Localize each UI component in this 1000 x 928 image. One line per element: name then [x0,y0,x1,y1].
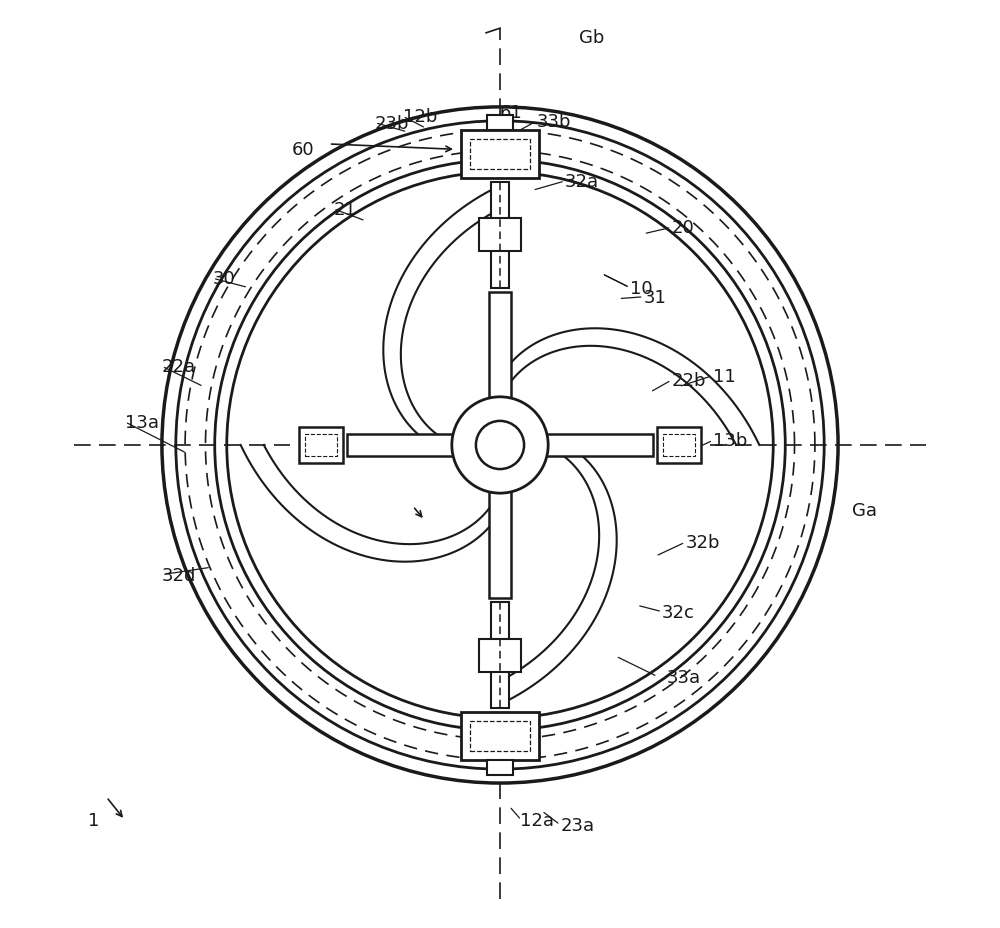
Text: 33b: 33b [537,112,572,131]
Bar [461,131,539,179]
Text: 22a: 22a [162,358,196,376]
Bar [491,602,509,708]
Text: 23a: 23a [560,816,594,834]
Text: 20: 20 [671,219,694,237]
Bar [479,219,521,251]
Bar [305,434,337,457]
Text: 11: 11 [713,367,736,385]
Circle shape [476,421,524,470]
Bar [470,721,530,751]
Text: 23b: 23b [375,114,409,133]
Text: 10: 10 [630,279,652,297]
Bar [299,428,343,463]
Text: 60: 60 [292,140,314,159]
Text: 31: 31 [644,289,666,306]
Text: Ga: Ga [852,501,877,520]
Bar [487,760,513,775]
Text: 32c: 32c [662,603,695,621]
Bar [489,293,511,599]
Text: 32d: 32d [162,566,196,584]
Text: 1: 1 [88,811,99,830]
Text: 32b: 32b [685,534,720,551]
Circle shape [452,397,548,494]
Text: 33a: 33a [667,668,701,686]
Text: 30: 30 [213,270,236,288]
Bar [663,434,695,457]
Bar [470,140,530,170]
Bar [487,116,513,131]
Text: 32a: 32a [565,173,599,191]
Text: 12b: 12b [403,108,437,126]
Bar [461,712,539,760]
Text: 61: 61 [500,103,523,122]
Bar [491,183,509,290]
Text: 22b: 22b [671,372,706,390]
Text: 13b: 13b [713,432,747,450]
Bar [479,639,521,673]
Bar [657,428,701,463]
Text: 21: 21 [333,200,356,219]
Text: Gb: Gb [579,30,604,47]
Text: 12a: 12a [520,811,554,830]
Bar [347,434,653,457]
Text: 13a: 13a [125,413,159,432]
